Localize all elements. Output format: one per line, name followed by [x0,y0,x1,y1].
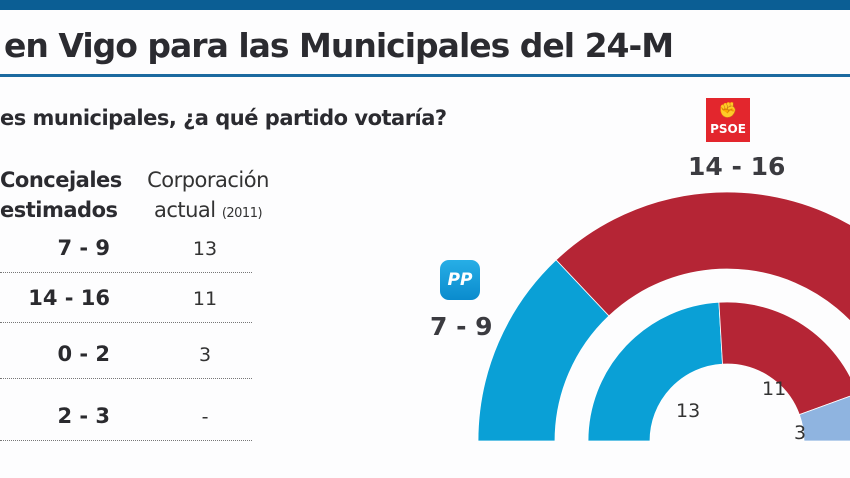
header-current-line2: actual [153,198,216,222]
top-bar [0,0,850,10]
table-row: 2 - 3 - [0,388,252,441]
current-seats: - [201,406,209,428]
header-estimated: Concejales estimados [0,165,122,225]
survey-question: es municipales, ¿a qué partido votaría? [0,106,447,130]
inner-label-pp: 13 [676,400,701,422]
estimated-seats: 14 - 16 [28,286,110,310]
pp-logo: PP [440,260,480,300]
pp-logo-text: PP [447,270,473,290]
table-row: 0 - 2 3 [0,326,252,379]
estimated-seats: 7 - 9 [57,236,110,260]
current-seats: 13 [192,238,218,260]
header-current: Corporación actual (2011) [140,165,276,229]
header-current-line1: Corporación [147,168,269,192]
header-estimated-line1: Concejales [0,168,122,192]
inner-label-other: 3 [794,422,807,444]
arc-current-pp [587,301,723,442]
estimated-seats: 2 - 3 [57,404,110,428]
current-seats: 3 [198,344,212,366]
table-row: 7 - 9 13 [0,220,252,273]
page-title: en Vigo para las Municipales del 24-M [4,26,674,65]
header-estimated-line2: estimados [0,198,118,222]
title-divider [0,74,850,77]
psoe-logo: ✊ PSOE [706,98,750,142]
arc-current-other [798,395,850,442]
rose-icon: ✊ [718,101,738,119]
psoe-range-label: 14 - 16 [688,152,786,181]
pp-range-label: 7 - 9 [430,312,493,341]
arc-estimated-psoe [555,191,850,322]
inner-label-psoe: 11 [762,378,787,400]
current-seats: 11 [192,288,218,310]
psoe-logo-text: PSOE [710,122,746,136]
estimated-seats: 0 - 2 [57,342,110,366]
header-current-year: (2011) [221,206,263,221]
table-row: 14 - 16 11 [0,270,252,323]
arc-current-psoe [718,301,850,416]
